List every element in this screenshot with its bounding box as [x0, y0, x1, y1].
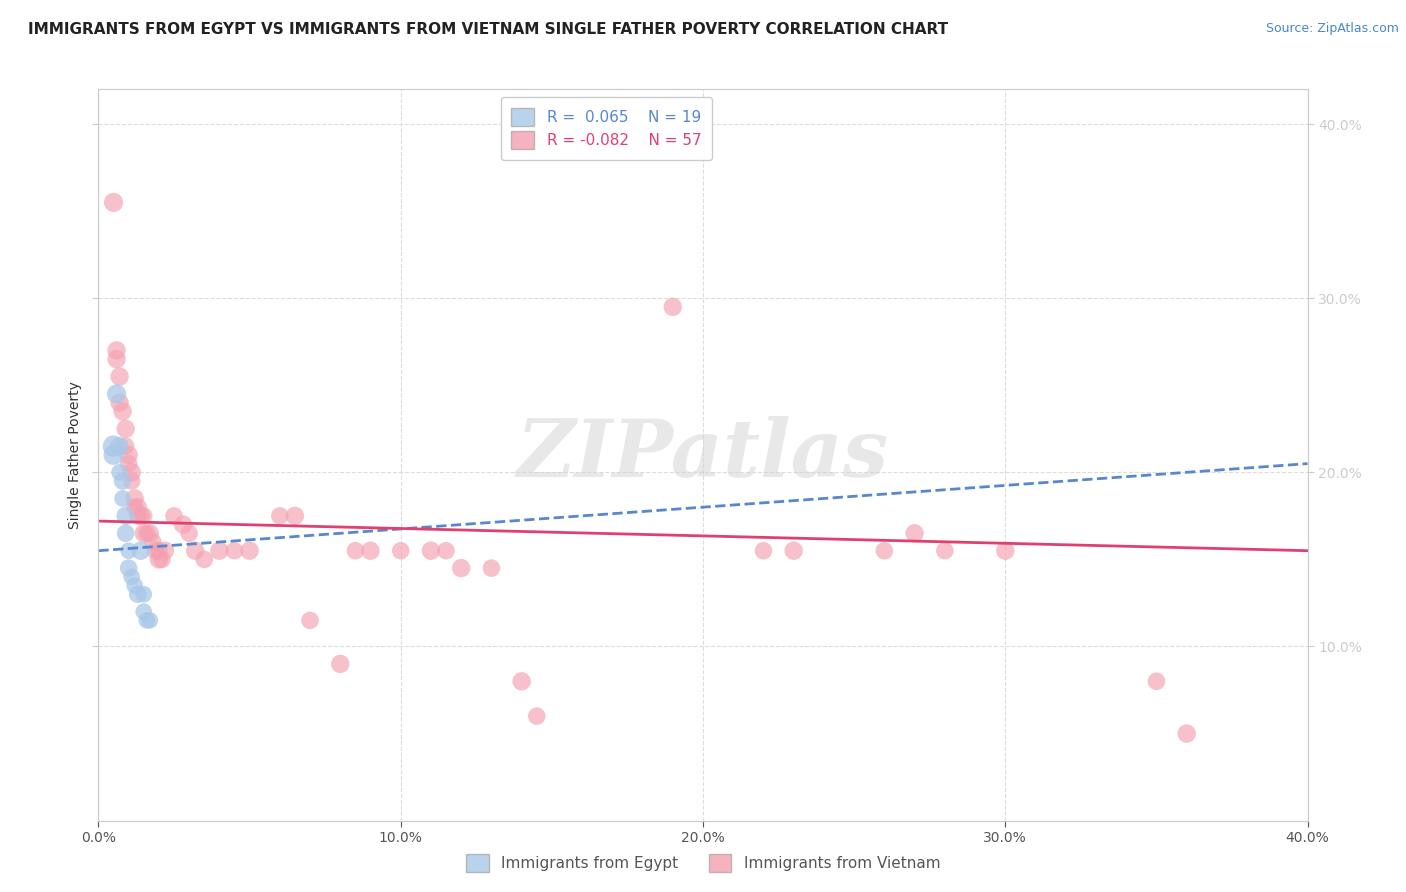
Point [118, 561, 141, 575]
Point [121, 570, 143, 584]
Point [904, 526, 927, 541]
Point [121, 474, 143, 488]
Point [114, 526, 136, 541]
Point [108, 439, 131, 453]
Point [132, 605, 155, 619]
Point [114, 439, 136, 453]
Point [139, 526, 162, 541]
Point [163, 508, 186, 523]
Point [420, 543, 443, 558]
Text: ZIPatlas: ZIPatlas [517, 417, 889, 493]
Point [132, 587, 155, 601]
Point [118, 543, 141, 558]
Point [193, 552, 215, 566]
Legend: Immigrants from Egypt, Immigrants from Vietnam: Immigrants from Egypt, Immigrants from V… [458, 846, 948, 880]
Point [124, 578, 146, 592]
Point [360, 543, 382, 558]
Point [135, 526, 157, 541]
Point [752, 543, 775, 558]
Point [873, 543, 896, 558]
Point [994, 543, 1017, 558]
Point [344, 543, 367, 558]
Point [111, 474, 134, 488]
Point [1144, 674, 1167, 689]
Point [135, 613, 157, 627]
Point [103, 439, 125, 453]
Point [239, 543, 262, 558]
Point [299, 613, 322, 627]
Point [450, 561, 472, 575]
Point [118, 448, 141, 462]
Point [1175, 726, 1198, 740]
Point [103, 448, 125, 462]
Point [114, 508, 136, 523]
Point [142, 535, 165, 549]
Point [118, 457, 141, 471]
Point [108, 395, 131, 409]
Point [124, 491, 146, 506]
Point [389, 543, 412, 558]
Point [111, 491, 134, 506]
Point [105, 387, 128, 401]
Point [105, 343, 128, 358]
Point [108, 466, 131, 480]
Point [132, 526, 155, 541]
Point [224, 543, 246, 558]
Point [526, 709, 548, 723]
Point [121, 466, 143, 480]
Point [934, 543, 956, 558]
Point [184, 543, 207, 558]
Point [127, 587, 149, 601]
Y-axis label: Single Father Poverty: Single Father Poverty [69, 381, 83, 529]
Point [108, 369, 131, 384]
Point [105, 352, 128, 367]
Point [111, 404, 134, 418]
Legend: R =  0.065    N = 19, R = -0.082    N = 57: R = 0.065 N = 19, R = -0.082 N = 57 [501, 97, 711, 160]
Text: Source: ZipAtlas.com: Source: ZipAtlas.com [1265, 22, 1399, 36]
Point [153, 543, 176, 558]
Point [132, 508, 155, 523]
Point [179, 526, 201, 541]
Point [124, 500, 146, 515]
Point [329, 657, 352, 671]
Point [103, 195, 125, 210]
Point [139, 613, 162, 627]
Point [510, 674, 533, 689]
Point [434, 543, 457, 558]
Text: IMMIGRANTS FROM EGYPT VS IMMIGRANTS FROM VIETNAM SINGLE FATHER POVERTY CORRELATI: IMMIGRANTS FROM EGYPT VS IMMIGRANTS FROM… [28, 22, 948, 37]
Point [172, 517, 194, 532]
Point [129, 543, 152, 558]
Point [661, 300, 683, 314]
Point [208, 543, 231, 558]
Point [783, 543, 806, 558]
Point [145, 543, 167, 558]
Point [148, 552, 170, 566]
Point [127, 500, 149, 515]
Point [114, 422, 136, 436]
Point [284, 508, 307, 523]
Point [129, 508, 152, 523]
Point [127, 508, 149, 523]
Point [150, 552, 173, 566]
Point [148, 543, 170, 558]
Point [481, 561, 503, 575]
Point [269, 508, 291, 523]
